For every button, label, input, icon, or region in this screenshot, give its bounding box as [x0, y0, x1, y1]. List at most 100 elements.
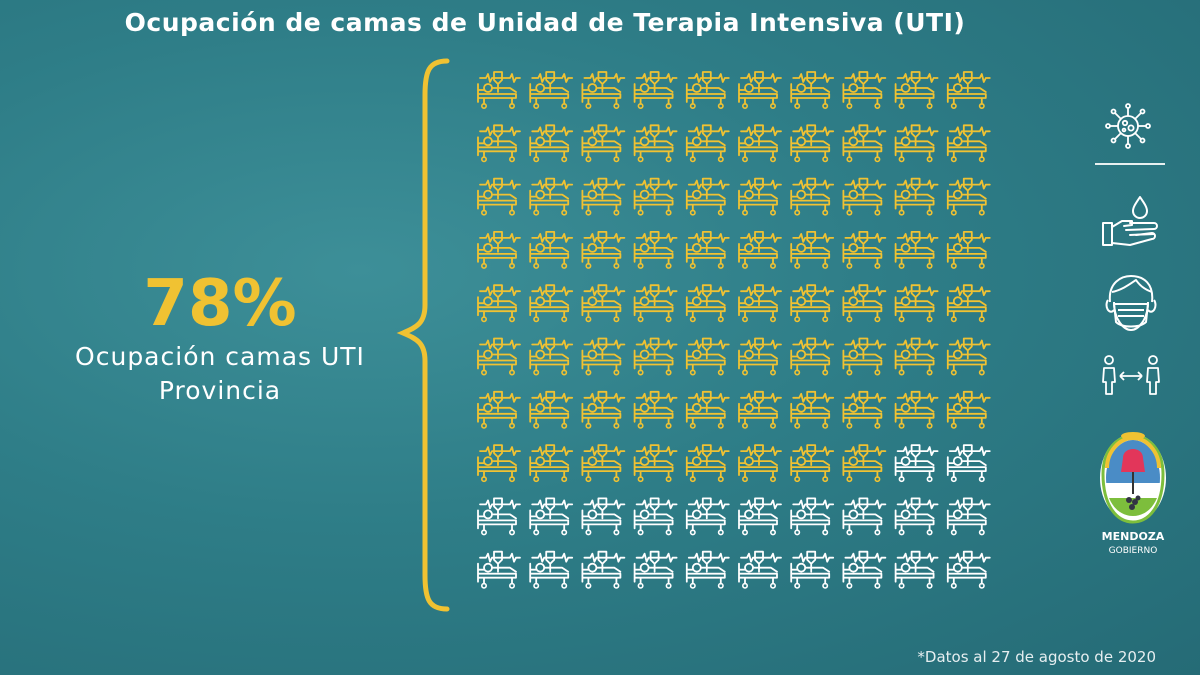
occupied-bed-icon — [633, 124, 678, 163]
icon-divider — [1095, 163, 1165, 165]
occupied-bed-icon — [633, 71, 678, 109]
occupied-bed-icon — [633, 284, 678, 323]
occupied-bed-icon — [946, 177, 991, 216]
bed-pictogram-grid — [477, 71, 991, 589]
occupied-bed-icon — [529, 71, 574, 109]
occupied-bed-icon — [738, 284, 782, 323]
occupied-bed-icon — [477, 337, 521, 376]
virus-icon — [1105, 103, 1151, 149]
occupied-bed-icon — [685, 177, 730, 216]
occupied-bed-icon — [842, 230, 887, 269]
occupied-bed-icon — [581, 390, 626, 429]
free-bed-icon — [633, 550, 678, 589]
hand-wash-icon — [1102, 196, 1158, 246]
occupied-bed-icon — [581, 337, 626, 376]
occupied-bed-icon — [529, 444, 574, 483]
occupied-bed-icon — [477, 284, 521, 323]
page-title: Ocupación de camas de Unidad de Terapia … — [124, 8, 966, 37]
occupied-bed-icon — [790, 71, 835, 109]
occupied-bed-icon — [581, 71, 626, 109]
occupied-bed-icon — [842, 390, 887, 429]
occupied-bed-icon — [529, 390, 574, 429]
occupied-bed-icon — [581, 284, 626, 323]
occupied-bed-icon — [581, 177, 626, 216]
occupied-bed-icon — [477, 444, 521, 483]
occupied-bed-icon — [790, 230, 835, 269]
occupied-bed-icon — [946, 71, 991, 109]
occupied-bed-icon — [738, 337, 782, 376]
occupied-bed-icon — [894, 71, 939, 109]
occupied-bed-icon — [790, 284, 835, 323]
occupied-bed-icon — [894, 284, 939, 323]
occupied-bed-icon — [842, 71, 887, 109]
occupied-bed-icon — [685, 230, 730, 269]
curly-brace — [396, 58, 450, 612]
occupied-bed-icon — [790, 444, 835, 483]
free-bed-icon — [529, 550, 574, 589]
occupied-bed-icon — [685, 71, 730, 109]
occupied-bed-icon — [738, 390, 782, 429]
free-bed-icon — [685, 497, 730, 536]
occupied-bed-icon — [894, 390, 939, 429]
occupied-bed-icon — [633, 230, 678, 269]
occupied-bed-icon — [842, 444, 887, 483]
occupied-bed-icon — [529, 337, 574, 376]
free-bed-icon — [738, 497, 782, 536]
occupied-bed-icon — [842, 124, 887, 163]
occupied-bed-icon — [581, 124, 626, 163]
free-bed-icon — [633, 497, 678, 536]
occupied-bed-icon — [738, 230, 782, 269]
free-bed-icon — [581, 550, 626, 589]
free-bed-icon — [581, 497, 626, 536]
free-bed-icon — [894, 550, 939, 589]
occupied-bed-icon — [633, 177, 678, 216]
free-bed-icon — [477, 497, 521, 536]
occupancy-label-line1: Ocupación camas UTI — [75, 342, 365, 371]
occupied-bed-icon — [738, 71, 782, 109]
occupied-bed-icon — [842, 337, 887, 376]
occupied-bed-icon — [581, 444, 626, 483]
occupied-bed-icon — [529, 177, 574, 216]
free-bed-icon — [946, 444, 991, 483]
occupied-bed-icon — [529, 124, 574, 163]
occupied-bed-icon — [685, 124, 730, 163]
occupied-bed-icon — [946, 124, 991, 163]
free-bed-icon — [477, 550, 521, 589]
occupied-bed-icon — [477, 230, 521, 269]
occupancy-label: Ocupación camas UTI Provincia — [20, 340, 420, 408]
occupied-bed-icon — [685, 390, 730, 429]
occupied-bed-icon — [894, 230, 939, 269]
occupied-bed-icon — [946, 390, 991, 429]
occupancy-label-line2: Provincia — [158, 375, 282, 405]
occupied-bed-icon — [738, 444, 782, 483]
occupied-bed-icon — [633, 337, 678, 376]
occupied-bed-icon — [790, 124, 835, 163]
footnote: *Datos al 27 de agosto de 2020 — [917, 648, 1156, 666]
free-bed-icon — [685, 550, 730, 589]
face-mask-icon — [1105, 275, 1157, 331]
free-bed-icon — [946, 550, 991, 589]
occupied-bed-icon — [477, 390, 521, 429]
occupied-bed-icon — [529, 284, 574, 323]
free-bed-icon — [790, 497, 835, 536]
occupied-bed-icon — [529, 230, 574, 269]
free-bed-icon — [842, 497, 887, 536]
occupied-bed-icon — [842, 177, 887, 216]
occupied-bed-icon — [842, 284, 887, 323]
occupied-bed-icon — [790, 337, 835, 376]
occupied-bed-icon — [685, 444, 730, 483]
occupied-bed-icon — [477, 124, 521, 163]
occupied-bed-icon — [633, 390, 678, 429]
occupied-bed-icon — [685, 337, 730, 376]
occupancy-percent: 78% — [143, 267, 297, 341]
occupied-bed-icon — [633, 444, 678, 483]
free-bed-icon — [529, 497, 574, 536]
logo-line2: GOBIERNO — [1109, 546, 1158, 556]
occupied-bed-icon — [894, 337, 939, 376]
occupied-bed-icon — [738, 177, 782, 216]
occupied-bed-icon — [894, 177, 939, 216]
logo-line1: MENDOZA — [1102, 530, 1165, 543]
occupied-bed-icon — [685, 284, 730, 323]
free-bed-icon — [946, 497, 991, 536]
occupied-bed-icon — [946, 230, 991, 269]
